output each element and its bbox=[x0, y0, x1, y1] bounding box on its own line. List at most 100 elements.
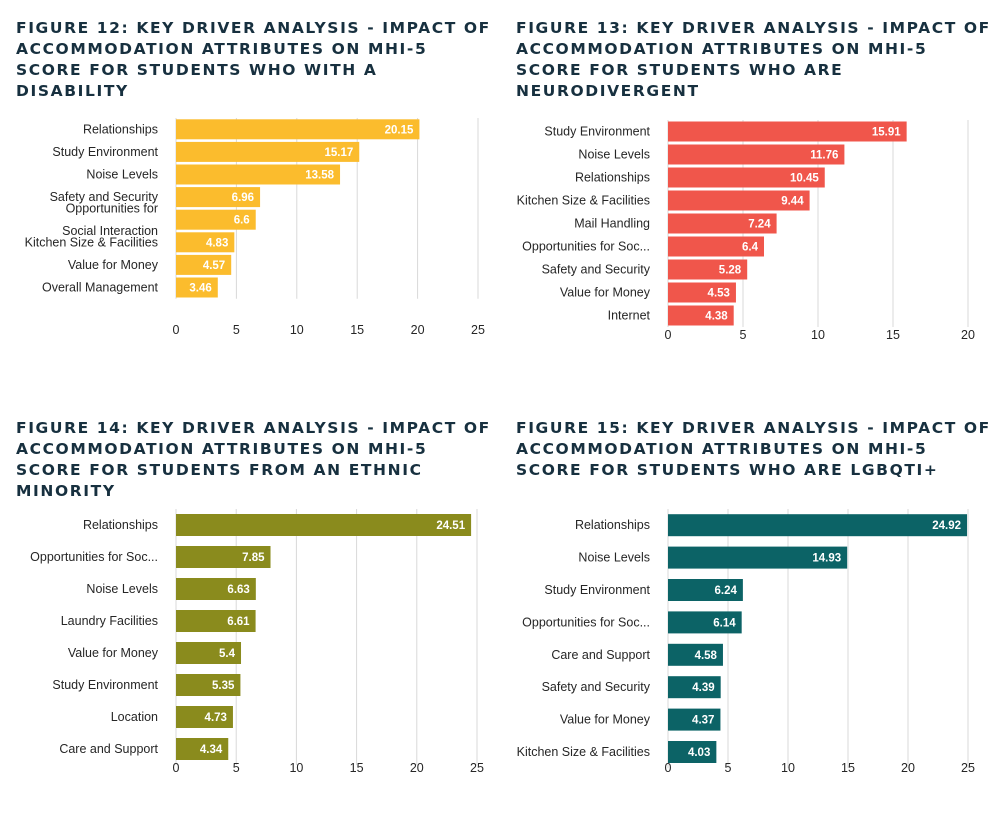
category-label: Opportunities for Soc... bbox=[30, 550, 158, 564]
bar bbox=[176, 277, 218, 298]
figure-14-title: FIGURE 14: KEY DRIVER ANALYSIS - IMPACT … bbox=[16, 419, 491, 500]
x-tick-label: 0 bbox=[173, 761, 180, 775]
value-label: 15.91 bbox=[872, 127, 901, 139]
x-tick-label: 20 bbox=[411, 323, 425, 337]
category-label: Study Environment bbox=[544, 125, 650, 139]
category-label: Kitchen Size & Facilities bbox=[517, 745, 650, 759]
figure-13-panel: FIGURE 13: KEY DRIVER ANALYSIS - IMPACT … bbox=[516, 18, 996, 418]
value-label: 6.6 bbox=[234, 215, 250, 227]
x-tick-label: 25 bbox=[961, 761, 975, 775]
value-label: 4.53 bbox=[708, 288, 730, 300]
category-label: Opportunities for Social Interaction bbox=[62, 201, 158, 238]
bar bbox=[668, 190, 810, 211]
x-tick-label: 0 bbox=[665, 761, 672, 775]
bar bbox=[176, 232, 235, 253]
bar bbox=[176, 610, 256, 632]
category-label: Noise Levels bbox=[578, 551, 650, 565]
category-label: Kitchen Size & Facilities bbox=[25, 235, 158, 249]
category-label: Kitchen Size & Facilities bbox=[517, 194, 650, 208]
category-label: Location bbox=[111, 710, 158, 724]
figure-15-panel: FIGURE 15: KEY DRIVER ANALYSIS - IMPACT … bbox=[516, 418, 996, 818]
category-label: Safety and Security bbox=[542, 680, 651, 694]
x-tick-label: 20 bbox=[901, 761, 915, 775]
category-label: Noise Levels bbox=[86, 168, 158, 182]
value-label: 15.17 bbox=[324, 147, 353, 159]
value-label: 4.58 bbox=[695, 650, 718, 662]
bar bbox=[668, 546, 848, 569]
category-label: Relationships bbox=[575, 171, 650, 185]
bar bbox=[176, 738, 229, 760]
x-tick-label: 0 bbox=[173, 323, 180, 337]
value-label: 6.14 bbox=[713, 617, 736, 629]
figure-15-chart: 0 5 10 15 20 25 24.92 Relationships 14.93 Noise L… bbox=[517, 509, 975, 775]
value-label: 4.73 bbox=[205, 712, 227, 724]
bar bbox=[176, 254, 232, 275]
value-label: 11.76 bbox=[810, 150, 838, 162]
value-label: 9.44 bbox=[781, 196, 804, 208]
value-label: 24.92 bbox=[932, 520, 961, 532]
x-tick-label: 15 bbox=[350, 761, 364, 775]
bar bbox=[668, 514, 968, 537]
bar bbox=[176, 674, 241, 696]
x-tick-label: 15 bbox=[886, 328, 900, 342]
figure-12-panel: FIGURE 12: KEY DRIVER ANALYSIS - IMPACT … bbox=[16, 18, 496, 418]
x-tick-label: 10 bbox=[289, 761, 303, 775]
value-label: 10.45 bbox=[790, 173, 819, 185]
bar bbox=[176, 209, 256, 230]
bar bbox=[668, 305, 734, 326]
x-tick-label: 5 bbox=[233, 761, 240, 775]
category-label: Care and Support bbox=[551, 648, 650, 662]
x-tick-label: 15 bbox=[841, 761, 855, 775]
bar bbox=[176, 187, 261, 208]
value-label: 13.58 bbox=[305, 170, 334, 182]
value-label: 4.38 bbox=[705, 311, 728, 323]
value-label: 7.85 bbox=[242, 552, 265, 564]
value-label: 6.96 bbox=[232, 192, 254, 204]
bar bbox=[668, 167, 825, 188]
value-label: 4.03 bbox=[688, 747, 710, 759]
category-label: Opportunities for Soc... bbox=[522, 240, 650, 254]
value-label: 3.46 bbox=[189, 283, 211, 295]
value-label: 14.93 bbox=[812, 553, 841, 565]
bar bbox=[176, 706, 233, 728]
category-label: Study Environment bbox=[544, 583, 650, 597]
category-label: Care and Support bbox=[59, 742, 158, 756]
bar bbox=[176, 164, 341, 185]
category-label: Relationships bbox=[575, 518, 650, 532]
figure-14-panel: FIGURE 14: KEY DRIVER ANALYSIS - IMPACT … bbox=[16, 418, 496, 818]
bar bbox=[668, 259, 748, 280]
figure-14-chart: 0 5 10 15 20 25 24.51 Relationships 7.85 Opportun… bbox=[30, 509, 484, 775]
value-label: 4.37 bbox=[692, 715, 714, 727]
category-label: Laundry Facilities bbox=[61, 614, 158, 628]
value-label: 7.24 bbox=[748, 219, 771, 231]
bar bbox=[668, 741, 717, 763]
category-label: Study Environment bbox=[52, 678, 158, 692]
bar bbox=[668, 144, 845, 165]
value-label: 4.57 bbox=[203, 260, 225, 272]
value-label: 4.39 bbox=[692, 682, 714, 694]
x-tick-label: 5 bbox=[740, 328, 747, 342]
figure-12-chart: 0 5 10 15 20 25 20.15 Relationships 15.17 Study E… bbox=[25, 118, 485, 337]
x-tick-label: 0 bbox=[665, 328, 672, 342]
x-tick-label: 20 bbox=[961, 328, 975, 342]
bar bbox=[176, 119, 420, 140]
figure-12-title: FIGURE 12: KEY DRIVER ANALYSIS - IMPACT … bbox=[16, 19, 491, 100]
x-tick-label: 15 bbox=[350, 323, 364, 337]
bar bbox=[668, 282, 736, 303]
x-tick-label: 10 bbox=[290, 323, 304, 337]
bar bbox=[668, 213, 777, 234]
value-label: 24.51 bbox=[436, 520, 465, 532]
value-label: 4.34 bbox=[200, 744, 223, 756]
value-label: 5.35 bbox=[212, 680, 235, 692]
bar bbox=[176, 514, 472, 536]
x-tick-label: 25 bbox=[470, 761, 484, 775]
value-label: 6.4 bbox=[742, 242, 759, 254]
category-label: Safety and Security bbox=[50, 190, 159, 204]
bar bbox=[668, 121, 907, 142]
category-label: Value for Money bbox=[68, 258, 159, 272]
category-label: Internet bbox=[608, 309, 651, 323]
x-tick-label: 5 bbox=[725, 761, 732, 775]
bar bbox=[668, 611, 742, 634]
category-label: Mail Handling bbox=[574, 217, 650, 231]
figure-13-title: FIGURE 13: KEY DRIVER ANALYSIS - IMPACT … bbox=[516, 19, 991, 100]
